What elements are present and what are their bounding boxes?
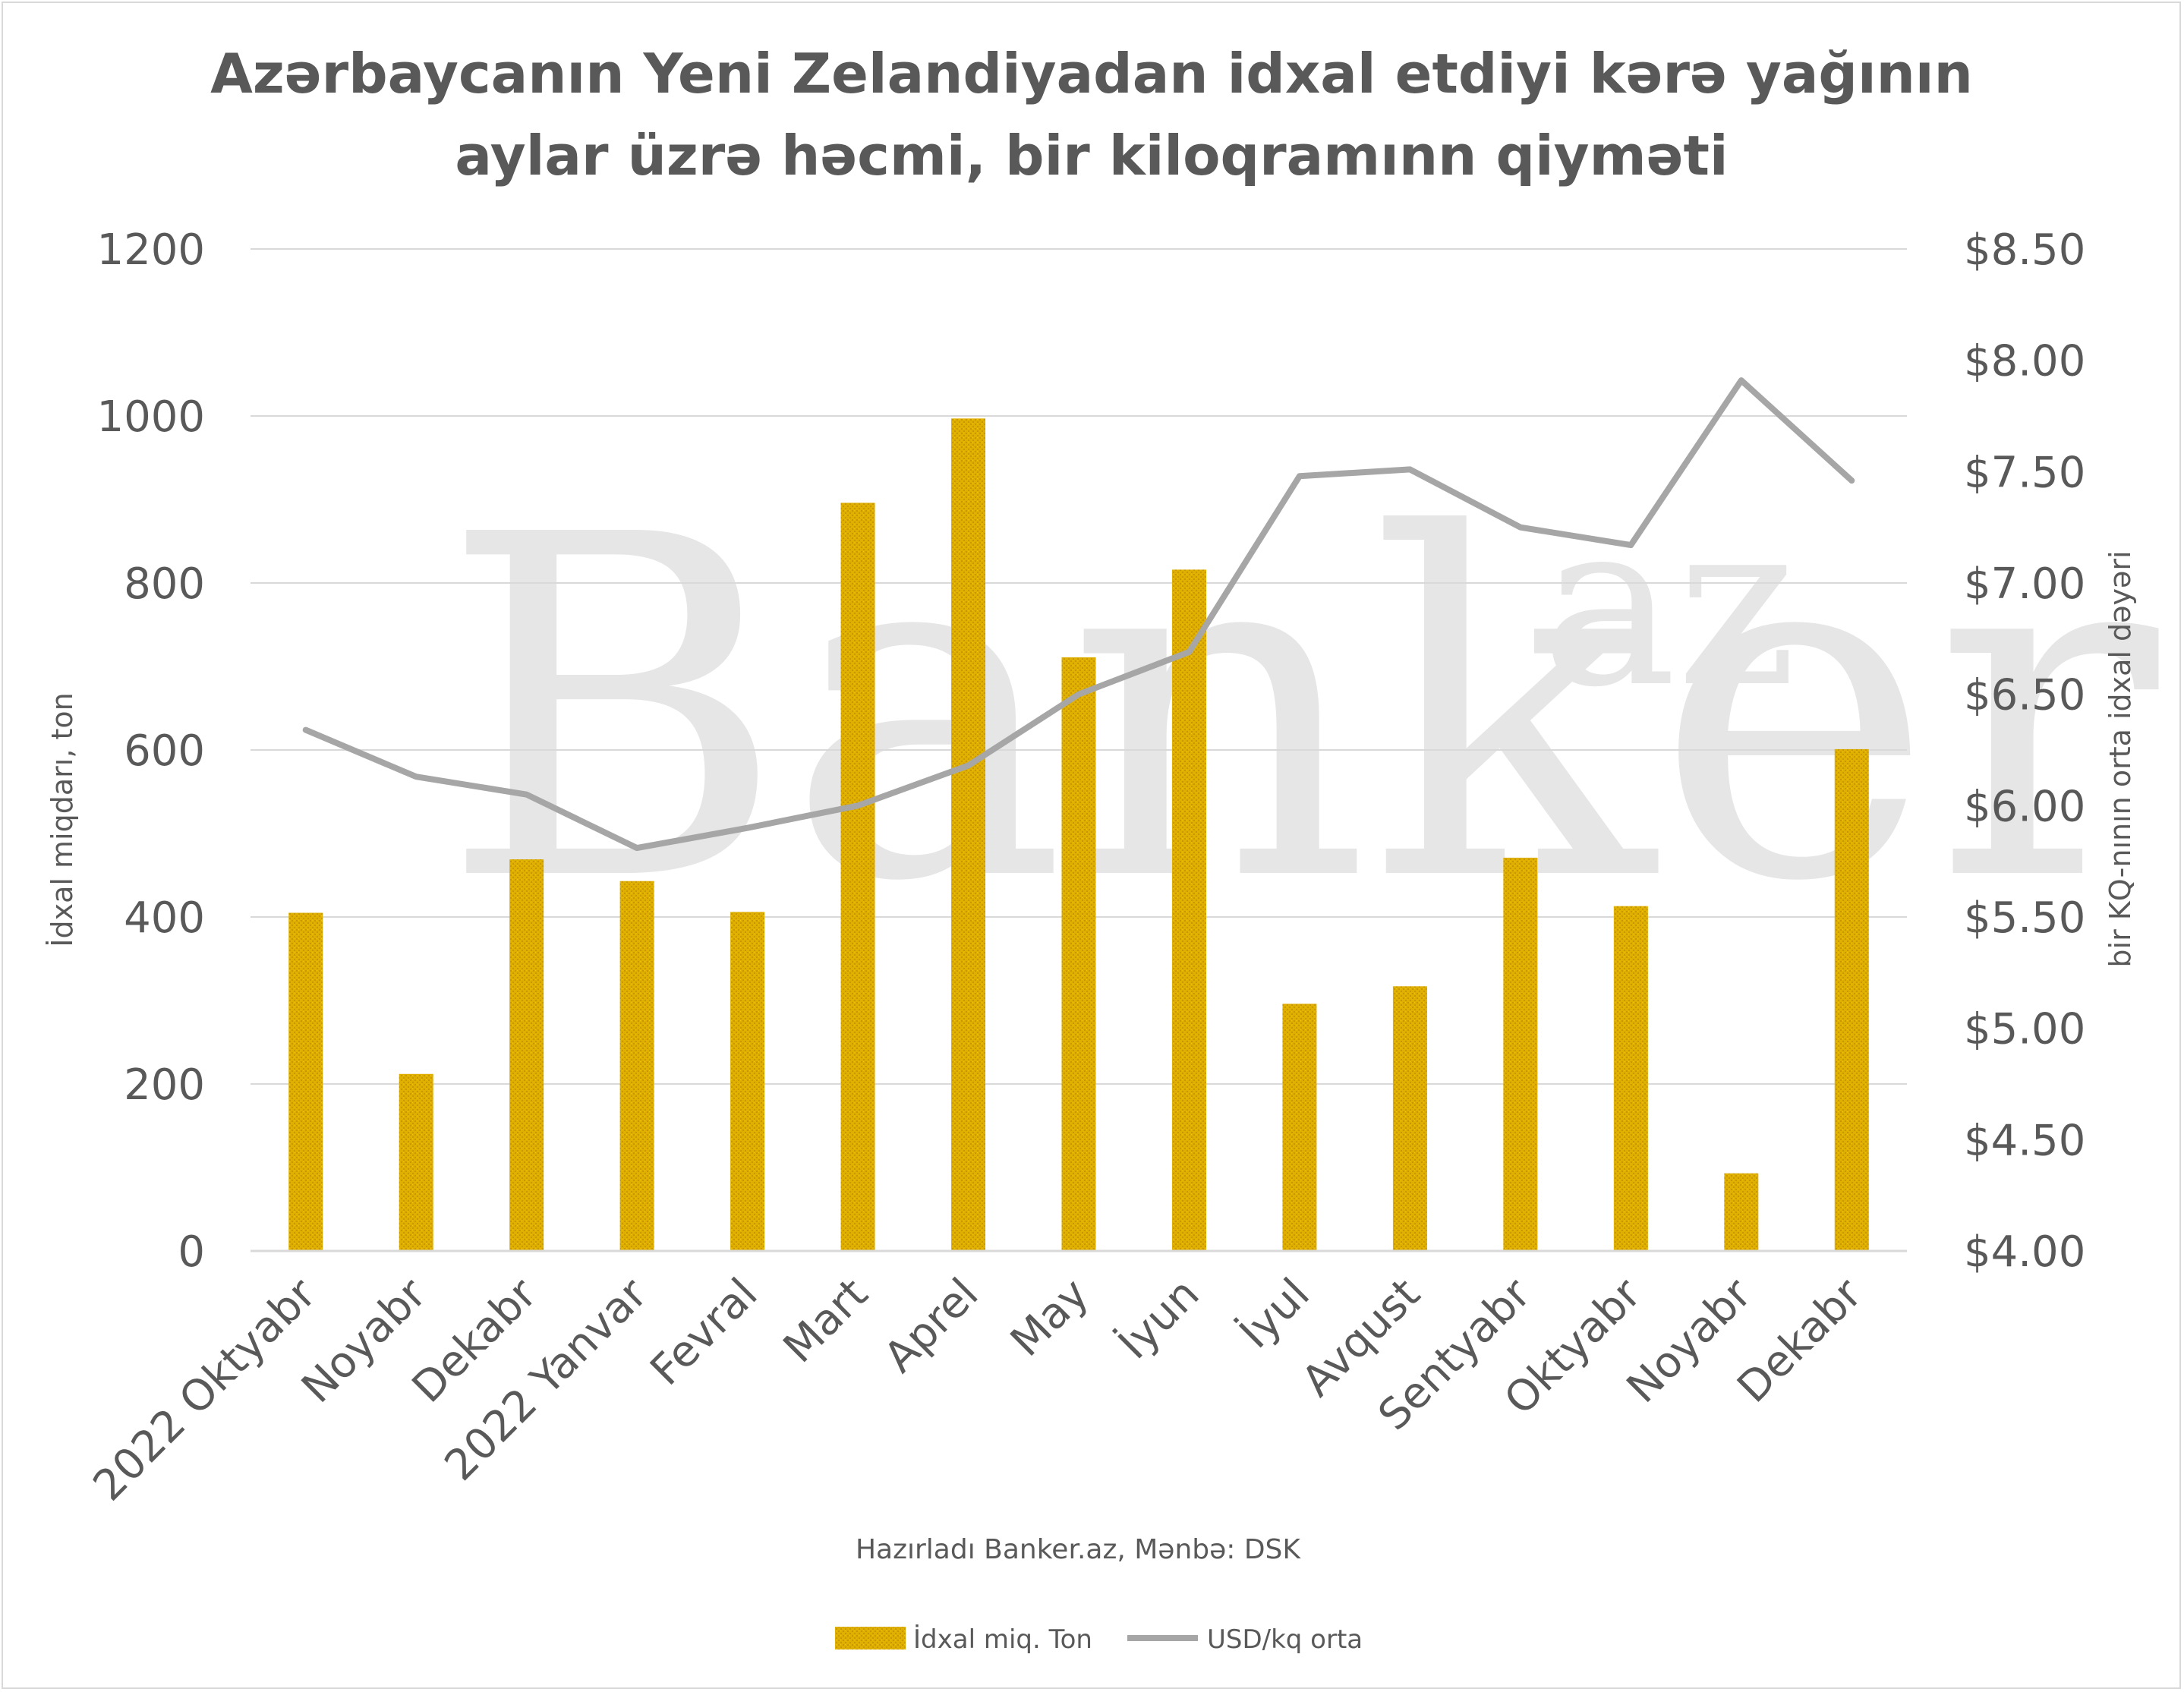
- category-label: İyun: [1109, 1269, 1209, 1369]
- category-label: 2022 Oktyabr: [84, 1268, 326, 1511]
- right-tick-label: $4.50: [1964, 1116, 2085, 1165]
- left-tick-label: 1000: [96, 392, 205, 442]
- left-tick-label: 200: [124, 1060, 205, 1110]
- bar: [1061, 657, 1096, 1251]
- bar: [1834, 748, 1869, 1251]
- bar: [1724, 1173, 1759, 1251]
- bar: [1392, 986, 1427, 1251]
- left-tick-label: 1200: [96, 225, 205, 275]
- series-line: [302, 377, 1855, 852]
- chart-title-line-2: aylar üzrə həcmi, bir kiloqramınn qiymət…: [455, 124, 1728, 187]
- category-label: İyul: [1231, 1269, 1319, 1358]
- right-tick-label: $7.50: [1964, 448, 2085, 497]
- bar: [1282, 1004, 1317, 1251]
- category-label: May: [1001, 1269, 1098, 1366]
- right-tick-label: $5.00: [1964, 1005, 2085, 1054]
- bar: [288, 912, 323, 1251]
- right-tick-label: $6.00: [1964, 782, 2085, 831]
- left-tick-label: 400: [124, 893, 205, 943]
- bar: [399, 1073, 433, 1251]
- legend-line-label: USD/kq orta: [1207, 1624, 1363, 1655]
- watermark-suffix: az: [1541, 472, 1797, 737]
- left-tick-label: 600: [124, 726, 205, 776]
- category-label: Fevral: [641, 1269, 767, 1395]
- watermark-main: Banker: [440, 437, 2161, 985]
- bar-series: [288, 418, 1869, 1251]
- right-axis-title: bir KQ-nının orta idxal dəyəri: [2104, 550, 2137, 967]
- left-axis-ticks: 0 200 400 600 800 1000 1200: [96, 225, 205, 1277]
- left-tick-label: 800: [124, 559, 205, 609]
- legend-bar-label: İdxal miq. Ton: [913, 1624, 1092, 1655]
- right-tick-label: $5.50: [1964, 893, 2085, 943]
- bar: [1503, 857, 1538, 1251]
- bar: [509, 859, 544, 1251]
- category-label: Dekabr: [1728, 1268, 1871, 1412]
- chart-title-line-1: Azərbaycanın Yeni Zelandiyadan idxal etd…: [210, 42, 1973, 106]
- bar: [619, 881, 654, 1251]
- right-tick-label: $7.00: [1964, 559, 2085, 609]
- right-tick-label: $8.00: [1964, 337, 2085, 386]
- category-label: Noyabr: [1618, 1268, 1762, 1413]
- bar: [951, 418, 986, 1251]
- left-axis-title: İdxal miqdarı, ton: [46, 692, 79, 947]
- category-label: Aprel: [875, 1269, 988, 1382]
- right-tick-label: $6.50: [1964, 671, 2085, 720]
- category-label: Noyabr: [292, 1268, 436, 1413]
- legend-bar-swatch: [835, 1627, 906, 1649]
- line-series: [302, 377, 1855, 852]
- source-note: Hazırladı Banker.az, Mənbə: DSK: [856, 1534, 1301, 1565]
- left-tick-label: 0: [178, 1227, 205, 1277]
- right-axis-ticks: $4.00 $4.50 $5.00 $5.50 $6.00 $6.50 $7.00 $7.50…: [1964, 225, 2085, 1277]
- bar: [730, 912, 765, 1251]
- legend: İdxal miq. Ton USD/kq orta: [835, 1624, 1363, 1655]
- bar: [1171, 569, 1206, 1251]
- watermark: Banker az: [440, 437, 2161, 985]
- bar: [1613, 906, 1648, 1251]
- category-label: Mart: [774, 1269, 878, 1372]
- right-tick-label: $8.50: [1964, 225, 2085, 275]
- bar: [840, 503, 875, 1251]
- right-tick-label: $4.00: [1964, 1227, 2085, 1277]
